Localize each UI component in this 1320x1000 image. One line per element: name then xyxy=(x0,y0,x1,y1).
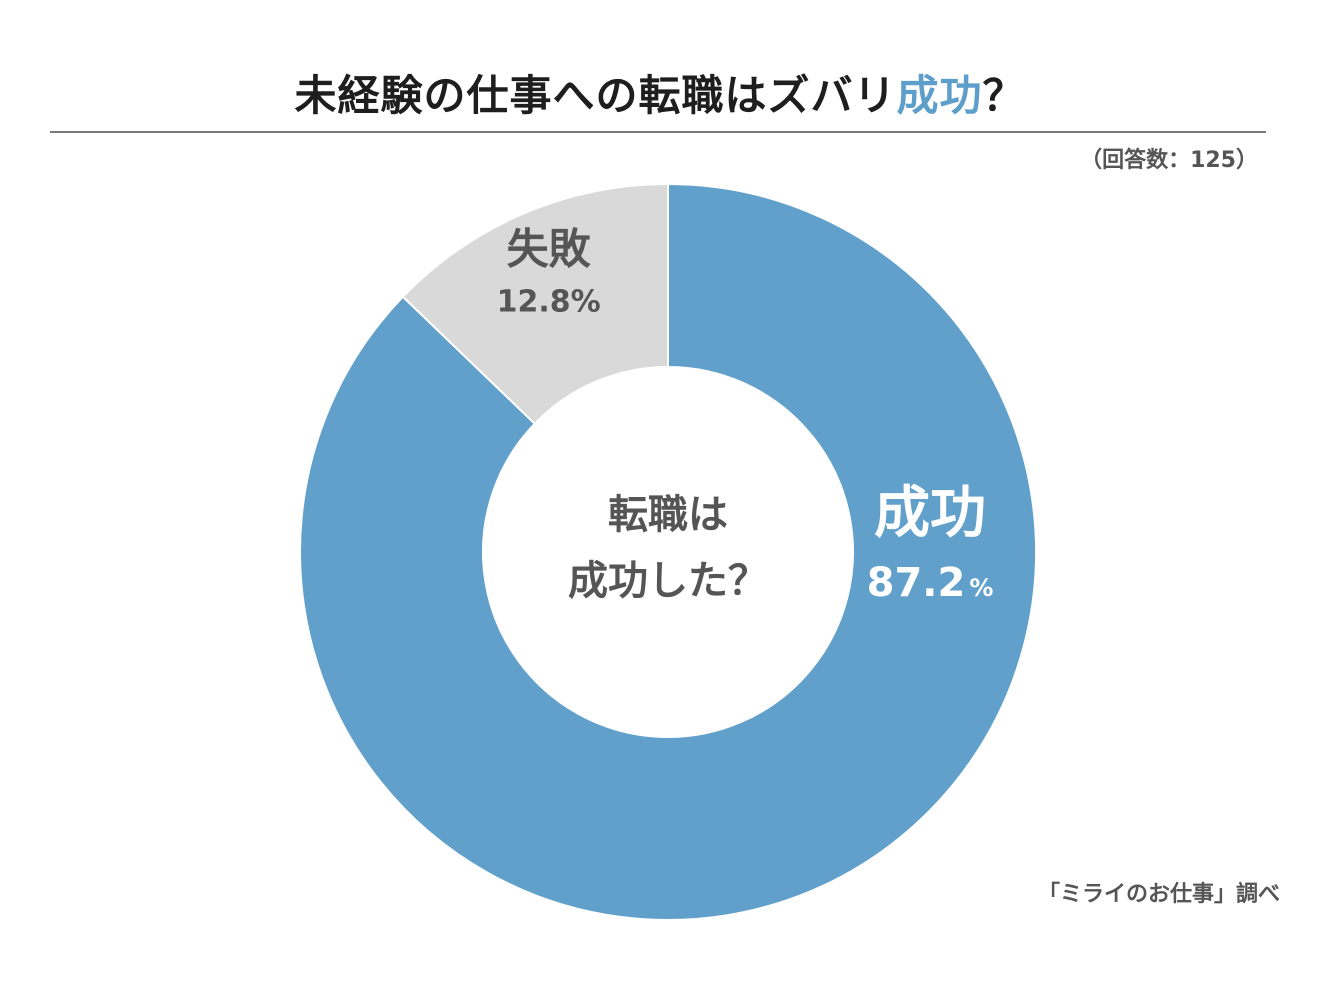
title-accent: 成功 xyxy=(896,71,983,120)
respondents-note: （回答数：125） xyxy=(1080,148,1258,173)
center-label-line1: 転職は xyxy=(608,492,728,538)
slice-1 xyxy=(401,182,669,426)
slice-label-1: 失敗 xyxy=(507,224,592,273)
title-main: 未経験の仕事への転職はズバリ xyxy=(294,71,897,120)
title-tail: ？ xyxy=(982,71,1026,120)
chart-title: 未経験の仕事への転職はズバリ成功？ xyxy=(0,62,1320,123)
slice-value-1: 12.8% xyxy=(497,284,601,319)
slice-label-0: 成功 xyxy=(874,481,986,546)
donut-slices xyxy=(299,182,1037,921)
title-divider xyxy=(50,131,1266,133)
center-label-line2: 成功した？ xyxy=(568,558,768,604)
source-note: 「ミライのお仕事」調べ xyxy=(1037,882,1280,907)
slice-0 xyxy=(299,182,1037,921)
slice-unit-0: % xyxy=(969,574,993,602)
